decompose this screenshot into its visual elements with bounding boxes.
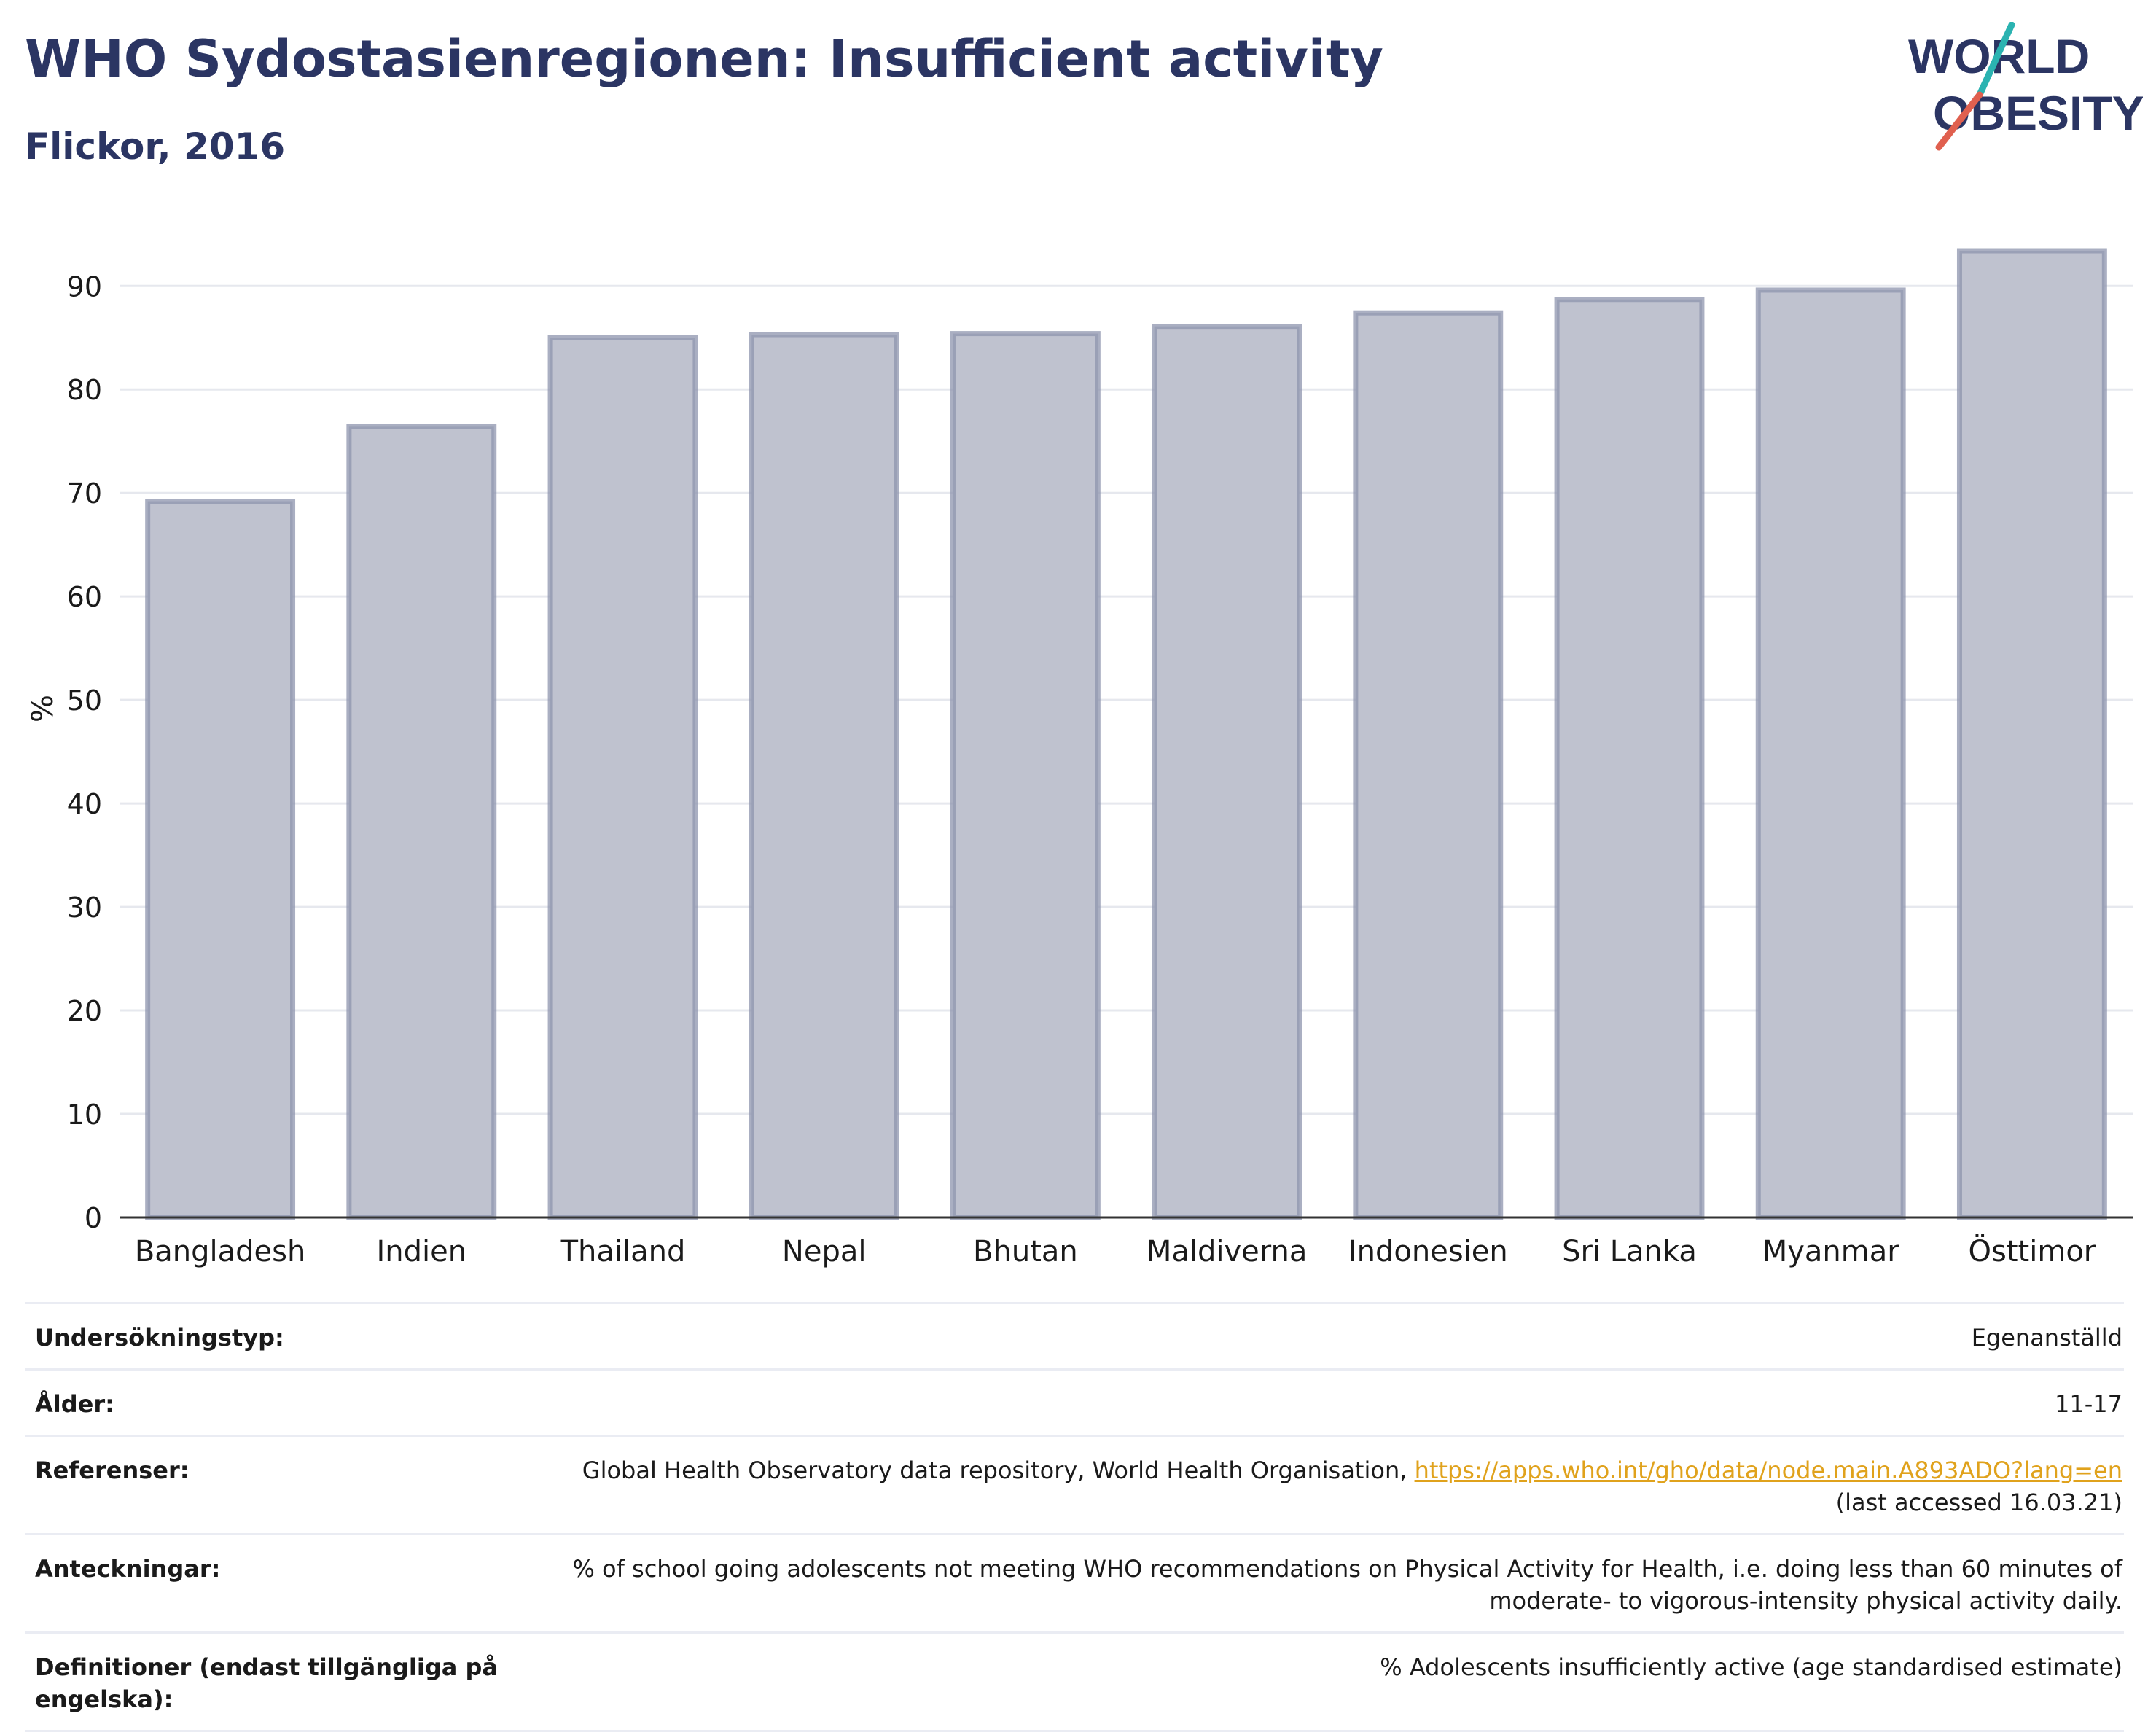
world-obesity-logo: WORLD OBESITY <box>1908 22 2143 151</box>
info-label: Definitioner (endast tillgängliga på eng… <box>35 1653 498 1713</box>
reference-accessed: (last accessed 16.03.21) <box>1835 1489 2122 1516</box>
info-label: Anteckningar: <box>35 1555 221 1583</box>
y-tick-label: 10 <box>67 1099 102 1131</box>
x-tick-label: Bangladesh <box>135 1235 306 1268</box>
x-tick-label: Thailand <box>560 1235 686 1268</box>
info-label: Ålder: <box>35 1390 114 1418</box>
y-tick-label: 0 <box>85 1202 102 1234</box>
x-tick-label: Maldiverna <box>1147 1235 1308 1268</box>
y-tick-label: 30 <box>67 892 102 924</box>
info-value: Egenanställd <box>1971 1324 2122 1352</box>
x-tick-label: Indien <box>376 1235 466 1268</box>
y-axis-label: % <box>26 695 60 722</box>
bar-sri-lanka[interactable] <box>1554 297 1705 1220</box>
y-tick-label: 40 <box>67 788 102 820</box>
reference-text: Global Health Observatory data repositor… <box>582 1457 1415 1484</box>
bar-maldiverna[interactable] <box>1152 324 1302 1220</box>
info-row-survey-type: Undersökningstyp: Egenanställd <box>25 1302 2124 1368</box>
info-row-definitions: Definitioner (endast tillgängliga på eng… <box>25 1631 2124 1732</box>
bar-thailand[interactable] <box>547 335 698 1220</box>
info-row-age: Ålder: 11-17 <box>25 1368 2124 1435</box>
x-tick-label: Sri Lanka <box>1562 1235 1697 1268</box>
x-tick-label: Bhutan <box>973 1235 1078 1268</box>
y-tick-label: 50 <box>67 685 102 717</box>
bar-nepal[interactable] <box>749 332 899 1220</box>
info-value: Global Health Observatory data repositor… <box>582 1454 2124 1518</box>
bar-chart: 0 10 20 30 40 50 60 70 80 90 Bangladesh Indien Thail… <box>26 248 2133 1268</box>
x-tick-label: Indonesien <box>1348 1235 1508 1268</box>
y-tick-label: 80 <box>67 374 102 406</box>
logo-slash-teal <box>1976 22 2015 98</box>
info-label: Referenser: <box>35 1457 190 1484</box>
x-tick-label: Östtimor <box>1969 1233 2096 1268</box>
axes: 0 10 20 30 40 50 60 70 80 90 Bangladesh Indien Thail… <box>67 270 2133 1268</box>
info-row-notes: Anteckningar: % of school going adolesce… <box>25 1533 2124 1631</box>
page-title: WHO Sydostasienregionen: Insufficient ac… <box>25 29 1383 89</box>
bar-östtimor[interactable] <box>1956 248 2107 1220</box>
y-tick-label: 70 <box>67 477 102 510</box>
info-value: % of school going adolescents not meetin… <box>572 1555 2122 1615</box>
reference-link[interactable]: https://apps.who.int/gho/data/node.main.… <box>1414 1457 2122 1484</box>
y-tick-label: 20 <box>67 995 102 1027</box>
y-tick-label: 90 <box>67 270 102 303</box>
bar-bangladesh[interactable] <box>145 499 296 1220</box>
y-tick-label: 60 <box>67 581 102 613</box>
info-label: Undersökningstyp: <box>35 1324 284 1352</box>
info-value: % Adolescents insufficiently active (age… <box>1380 1653 2122 1681</box>
bar-indonesien[interactable] <box>1353 310 1504 1220</box>
page-subtitle: Flickor, 2016 <box>25 125 286 168</box>
x-tick-label: Myanmar <box>1762 1235 1900 1268</box>
bar-myanmar[interactable] <box>1755 287 1906 1220</box>
logo-slash-red <box>1935 91 1983 151</box>
x-tick-label: Nepal <box>782 1235 867 1268</box>
bar-indien[interactable] <box>346 424 497 1220</box>
info-table: Undersökningstyp: Egenanställd Ålder: 11… <box>25 1302 2124 1732</box>
info-value: 11-17 <box>2055 1390 2122 1418</box>
bar-bhutan[interactable] <box>950 331 1101 1220</box>
info-row-references: Referenser: Global Health Observatory da… <box>25 1435 2124 1533</box>
bars <box>145 248 2107 1220</box>
